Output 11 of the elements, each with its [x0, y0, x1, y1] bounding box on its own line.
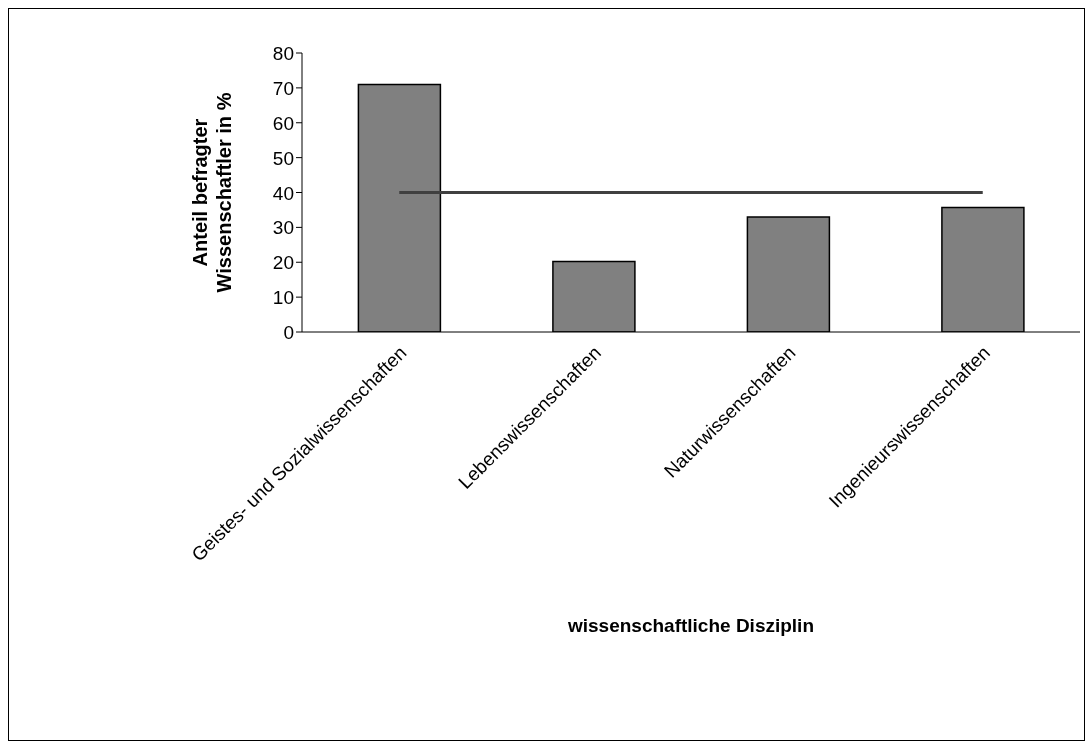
y-tick-label: 50 [272, 147, 294, 169]
y-tick-label: 0 [283, 322, 294, 343]
x-axis-title: wissenschaftliche Disziplin [566, 615, 815, 636]
y-tick-label: 30 [272, 217, 294, 239]
y-tick-label: 60 [272, 112, 294, 134]
y-tick-label: 80 [272, 43, 294, 64]
y-tick-label: 10 [272, 287, 294, 309]
y-tick-label: 70 [272, 77, 294, 99]
y-tick-label: 40 [272, 182, 294, 204]
y-tick-label: 20 [272, 252, 294, 274]
y-axis-title: Anteil befragter Wissenschaftler in % [189, 92, 235, 293]
